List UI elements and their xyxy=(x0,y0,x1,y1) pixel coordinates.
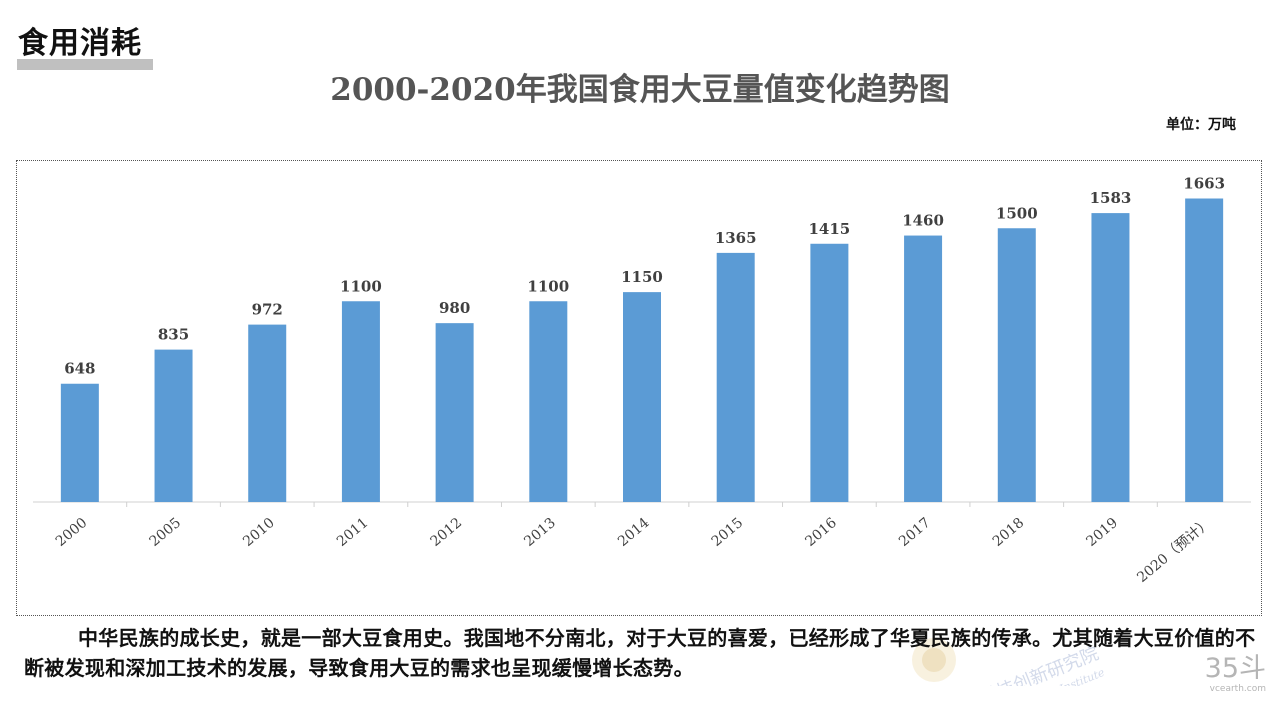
data-label-2011: 1100 xyxy=(340,277,382,295)
chart-frame: 648 2000 835 2005 972 2010 1100 2011 980 2012 1100… xyxy=(16,160,1262,616)
data-label-2000: 648 xyxy=(64,360,95,378)
x-tick-label-2013: 2013 xyxy=(521,515,559,550)
unit-label: 单位：万吨 xyxy=(1166,117,1236,133)
bar-2005 xyxy=(154,349,193,502)
bar-2011 xyxy=(341,301,380,502)
x-tick-label-2014: 2014 xyxy=(615,515,653,550)
bar-2013 xyxy=(529,301,568,502)
bar-2016 xyxy=(810,243,849,502)
data-label-2015: 1365 xyxy=(715,229,757,247)
bar-2014 xyxy=(623,292,661,502)
x-tick-label-2015: 2015 xyxy=(709,515,747,550)
data-label-2020（预计）: 1663 xyxy=(1183,175,1225,193)
chart-title: 2000-2020年我国食用大豆量值变化趋势图 xyxy=(330,72,950,108)
x-tick-label-2020（预计）: 2020（预计） xyxy=(1134,515,1214,586)
data-label-2013: 1100 xyxy=(527,277,569,295)
bar-2000 xyxy=(60,383,99,502)
data-label-2018: 1500 xyxy=(996,204,1038,222)
bar-2017 xyxy=(904,235,943,503)
data-label-2014: 1150 xyxy=(621,268,663,286)
bar-chart: 648 2000 835 2005 972 2010 1100 2011 980 2012 1100… xyxy=(33,175,1251,586)
x-tick-label-2019: 2019 xyxy=(1083,515,1121,550)
data-label-2010: 972 xyxy=(252,301,283,319)
x-tick-label-2005: 2005 xyxy=(147,515,185,550)
logo-mark: 35斗 xyxy=(1204,653,1266,684)
section-underline-bar xyxy=(17,59,153,70)
x-tick-label-2018: 2018 xyxy=(990,515,1028,550)
section-title: 食用消耗 xyxy=(18,26,142,61)
data-label-2016: 1415 xyxy=(809,220,851,238)
bar-2018 xyxy=(997,228,1036,502)
x-tick-label-2016: 2016 xyxy=(802,515,840,550)
logo-site: vcearth.com xyxy=(1209,684,1266,694)
data-label-2017: 1460 xyxy=(902,212,944,230)
bar-2020（预计） xyxy=(1185,198,1224,502)
x-tick-label-2017: 2017 xyxy=(896,515,934,550)
data-label-2012: 980 xyxy=(439,299,470,317)
x-tick-label-2011: 2011 xyxy=(334,515,372,550)
x-tick-label-2000: 2000 xyxy=(53,515,91,550)
site-logo: 35斗 vcearth.com xyxy=(1204,653,1266,695)
x-tick-label-2010: 2010 xyxy=(240,515,278,550)
body-paragraph: 中华民族的成长史，就是一部大豆食用史。我国地不分南北，对于大豆的喜爱，已经形成了… xyxy=(24,626,1256,680)
bar-2019 xyxy=(1091,213,1130,502)
bar-2010 xyxy=(248,324,287,502)
data-label-2005: 835 xyxy=(158,326,189,344)
data-label-2019: 1583 xyxy=(1090,189,1132,207)
bar-2015 xyxy=(716,252,755,502)
bar-2012 xyxy=(435,323,474,502)
x-tick-label-2012: 2012 xyxy=(428,515,466,550)
